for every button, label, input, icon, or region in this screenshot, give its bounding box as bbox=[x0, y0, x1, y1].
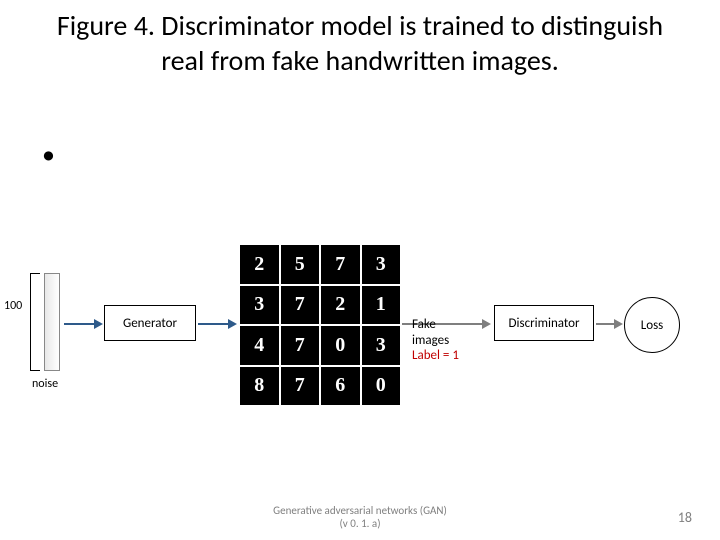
digit-cell: 3 bbox=[362, 245, 401, 284]
digit-cell: 8 bbox=[240, 367, 279, 406]
arrow-discriminator-loss bbox=[596, 319, 623, 329]
digit-cell: 5 bbox=[281, 245, 320, 284]
digit-cell: 2 bbox=[240, 245, 279, 284]
digit-cell: 7 bbox=[281, 326, 320, 365]
noise-label: noise bbox=[32, 377, 58, 391]
footer-text: Generative adversarial networks (GAN) (v… bbox=[0, 504, 720, 530]
figure-title: Figure 4. Discriminator model is trained… bbox=[0, 0, 720, 78]
digit-cell: 1 bbox=[362, 286, 401, 325]
footer-line2: (v 0. 1. a) bbox=[0, 517, 720, 530]
fake-label-line2: images bbox=[412, 333, 459, 349]
fake-images-label: Fake images Label = 1 bbox=[412, 317, 459, 364]
digit-cell: 3 bbox=[362, 326, 401, 365]
noise-size-label: 100 bbox=[4, 299, 22, 313]
discriminator-box: Discriminator bbox=[494, 305, 594, 341]
digit-cell: 2 bbox=[321, 286, 360, 325]
loss-node: Loss bbox=[624, 297, 680, 353]
arrow-noise-generator bbox=[64, 319, 103, 329]
digit-cell: 7 bbox=[281, 367, 320, 406]
noise-bracket bbox=[30, 273, 40, 371]
arrow-generator-grid bbox=[198, 319, 237, 329]
noise-vector bbox=[44, 273, 60, 371]
digit-cell: 7 bbox=[321, 245, 360, 284]
digit-cell: 7 bbox=[281, 286, 320, 325]
digit-cell: 4 bbox=[240, 326, 279, 365]
fake-label-red: Label = 1 bbox=[412, 348, 459, 364]
gan-diagram: 100 noise Generator 2 5 7 3 3 7 2 1 4 7 … bbox=[0, 255, 720, 415]
digit-cell: 0 bbox=[321, 326, 360, 365]
bullet-point: • bbox=[42, 138, 55, 170]
generator-box: Generator bbox=[104, 305, 196, 341]
fake-label-line1: Fake bbox=[412, 317, 459, 333]
page-number: 18 bbox=[678, 509, 692, 526]
fake-images-grid: 2 5 7 3 3 7 2 1 4 7 0 3 8 7 6 0 bbox=[240, 245, 400, 405]
digit-cell: 0 bbox=[362, 367, 401, 406]
footer-line1: Generative adversarial networks (GAN) bbox=[0, 504, 720, 517]
digit-cell: 3 bbox=[240, 286, 279, 325]
digit-cell: 6 bbox=[321, 367, 360, 406]
